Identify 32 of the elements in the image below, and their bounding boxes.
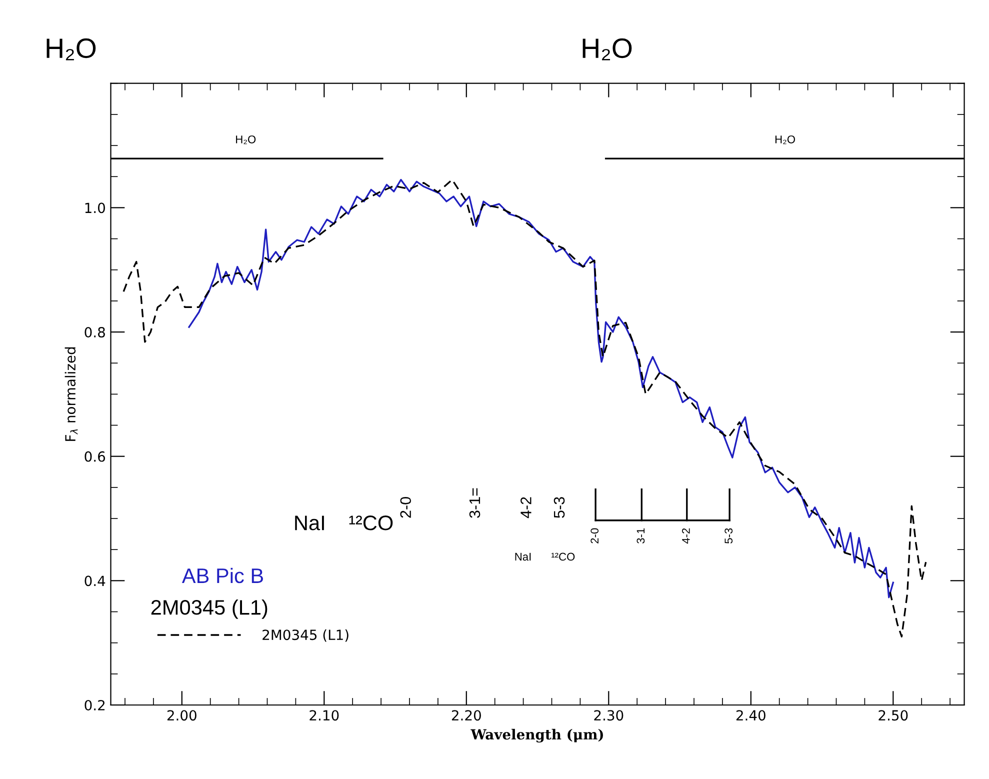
annotation: NaI (515, 552, 531, 561)
annotation: 3-1 (636, 528, 645, 544)
x-tick-label: 2.50 (878, 710, 908, 721)
annotation: 4-2 (520, 497, 532, 518)
annotation: NaI (295, 516, 324, 530)
annotation: 3-1= (469, 488, 480, 518)
y-tick-label: 0.8 (84, 326, 105, 338)
annotation: 2M0345 (L1) (151, 599, 268, 619)
x-tick-label: 2.20 (452, 710, 481, 721)
annotation: 4-2 (682, 528, 690, 544)
y-tick-label: 0.2 (84, 700, 105, 710)
annotation: 2-0 (590, 528, 599, 544)
x-tick-label: 2.10 (310, 710, 339, 721)
x-tick-label: 2.40 (736, 710, 766, 721)
annotation: ¹²CO (552, 552, 575, 561)
annotation: H₂O (236, 135, 256, 144)
y-tick-label: 0.4 (84, 576, 106, 586)
text: AB Pic B (182, 568, 263, 584)
text: H₂O (582, 38, 632, 60)
annotation: 5-3 (554, 497, 565, 518)
annotation: 2-0 (400, 497, 412, 518)
y-tick-label: 0.6 (84, 451, 106, 462)
annotation: H₂O (775, 135, 795, 144)
annotation: 5-3 (724, 528, 733, 544)
y-tick-label: 1.0 (85, 202, 105, 214)
x-tick-label: 2.00 (167, 710, 196, 721)
annotation: ¹²CO (349, 516, 393, 530)
x-tick-label: 2.30 (594, 710, 624, 721)
x-axis-title: Wavelength (μm) (470, 728, 603, 742)
text: H₂O (46, 38, 96, 60)
y-axis-title: F$_{λ}$ normalized (64, 347, 78, 441)
text: 2M0345 (L1) (262, 629, 348, 642)
